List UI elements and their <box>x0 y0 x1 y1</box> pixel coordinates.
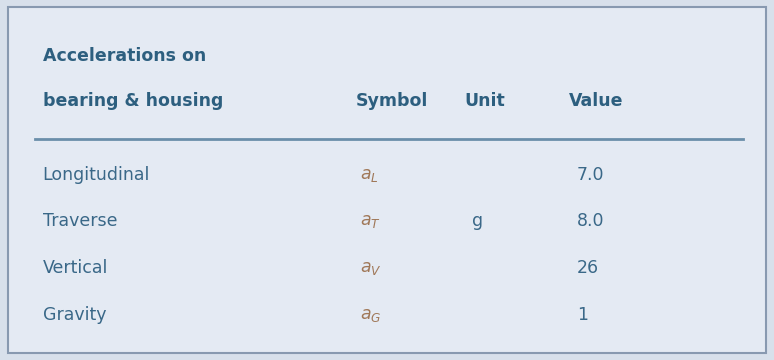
Text: 26: 26 <box>577 259 599 277</box>
Text: $a_G$: $a_G$ <box>360 306 382 324</box>
Text: Gravity: Gravity <box>43 306 106 324</box>
Text: Symbol: Symbol <box>356 92 429 110</box>
Text: Value: Value <box>569 92 623 110</box>
FancyBboxPatch shape <box>8 7 766 353</box>
Text: 7.0: 7.0 <box>577 166 604 184</box>
Text: Traverse: Traverse <box>43 212 117 230</box>
Text: $a_L$: $a_L$ <box>360 166 378 184</box>
Text: $a_T$: $a_T$ <box>360 212 381 230</box>
Text: $a_V$: $a_V$ <box>360 259 382 277</box>
Text: Unit: Unit <box>464 92 505 110</box>
Text: Longitudinal: Longitudinal <box>43 166 150 184</box>
Text: 8.0: 8.0 <box>577 212 604 230</box>
Text: g: g <box>472 212 483 230</box>
Text: bearing & housing: bearing & housing <box>43 92 223 110</box>
Text: 1: 1 <box>577 306 587 324</box>
Text: Accelerations on: Accelerations on <box>43 47 206 65</box>
Text: Vertical: Vertical <box>43 259 108 277</box>
